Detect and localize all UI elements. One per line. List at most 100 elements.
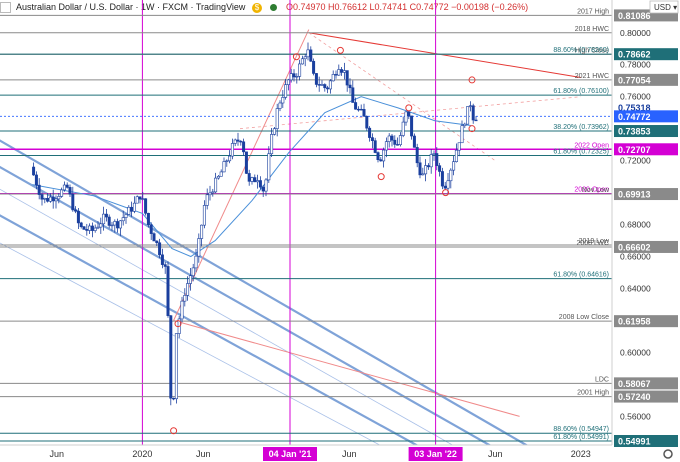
candle-body-121 [370,137,374,141]
candle-body-27 [107,216,111,226]
candle-body-109 [337,69,341,76]
candle-body-33 [124,214,128,218]
moving-average-line [32,96,471,258]
collapse-icon[interactable] [0,2,11,14]
candle-body-65 [214,177,218,193]
candle-body-83 [264,179,268,192]
level-label-12: Nov Low [582,187,610,194]
price-tag-18: 0.57240 [618,392,651,402]
candle-body-128 [390,135,394,141]
candle-body-127 [387,135,391,142]
candle-body-7 [51,196,55,202]
pivot-marker-7 [468,76,476,84]
candle-body-55 [186,283,190,296]
price-tag-6: 0.75318 [618,103,651,113]
candle-body-41 [146,212,150,225]
candle-body-98 [306,49,310,58]
candle-body-26 [104,213,108,218]
candle-body-90 [284,84,288,98]
candle-body-16 [76,210,80,224]
candle-body-134 [407,111,411,117]
x-tick-bg-3 [263,447,317,461]
candle-body-102 [317,84,321,86]
candle-body-115 [354,102,358,110]
candle-body-144 [435,153,439,166]
price-tag-9: 0.72707 [618,145,651,155]
pivot-marker-5 [405,104,413,112]
x-tick-label-4: Jun [342,449,357,459]
candle-body-158 [474,119,478,122]
candle-body-130 [396,144,400,146]
candle-body-66 [216,175,220,179]
candle-body-149 [449,169,453,182]
candle-body-72 [233,139,237,144]
x-tick-label-1: 2020 [132,449,152,459]
price-tag-4: 0.77054 [618,75,651,85]
candle-body-63 [208,192,212,196]
candle-body-87 [275,108,279,129]
candle-body-81 [258,180,262,188]
candle-body-39 [141,198,145,200]
candle-body-88 [278,102,282,109]
candle-body-24 [99,223,103,228]
price-tag-bg-16 [614,315,678,328]
candle-body-132 [401,121,405,136]
candle-body-48 [166,266,170,316]
level-label-15: 61.80% (0.64616) [553,272,609,279]
candle-body-73 [236,139,240,142]
candle-body-136 [412,135,416,148]
trend-line-3 [0,214,419,445]
price-tag-12: 0.69913 [618,190,651,200]
y-tick-label-10: 0.76000 [620,92,651,102]
candle-body-148 [446,180,450,189]
candle-body-146 [440,171,444,187]
price-tag-bg-20 [614,435,678,448]
pivot-marker-1 [174,320,182,328]
candle-body-47 [163,264,167,267]
candle-body-46 [160,254,164,265]
trend-line-6 [173,29,310,321]
candle-body-107 [331,74,335,82]
candle-body-6 [48,196,52,202]
candle-body-131 [398,135,402,146]
price-tag-bg-18 [614,390,678,403]
candle-body-119 [365,116,369,129]
candle-body-23 [96,226,100,229]
settings-gear-icon[interactable] [663,449,673,459]
candle-body-85 [270,134,274,155]
price-tag-8: 0.73853 [618,127,651,137]
level-label-9: 2022 Open [574,142,609,149]
candle-body-28 [110,224,114,227]
candle-body-126 [384,141,388,151]
candle-body-61 [202,205,206,226]
price-tag-bg-9 [614,143,678,156]
candle-body-57 [191,267,195,276]
candle-body-157 [471,105,475,121]
price-tag-0: 0.81086 [618,11,651,21]
trend-line-5 [308,32,581,79]
candle-body-76 [244,151,248,174]
candle-body-64 [211,191,215,194]
price-tag-bg-8 [614,125,678,138]
candle-body-8 [54,198,58,202]
level-label-8: 38.20% (0.73962) [553,124,609,131]
candle-body-14 [71,193,75,211]
candle-body-11 [62,184,66,191]
level-label-19: 88.60% (0.54947) [553,426,609,433]
x-tick-label-3: 04 Jan '21 [269,449,312,459]
candle-body-17 [79,222,83,228]
candle-body-151 [454,149,458,163]
candle-body-21 [90,225,94,231]
candle-body-3 [40,194,44,200]
candle-body-99 [309,49,313,62]
candle-body-138 [418,162,422,176]
level-label-1: 2018 HWC [575,26,609,33]
candle-body-145 [438,165,442,172]
candle-body-143 [432,153,436,155]
candle-body-86 [272,128,276,135]
candle-body-0 [32,166,36,176]
candle-body-40 [144,198,148,214]
candle-body-10 [60,189,64,197]
pivot-marker-8 [468,125,476,133]
